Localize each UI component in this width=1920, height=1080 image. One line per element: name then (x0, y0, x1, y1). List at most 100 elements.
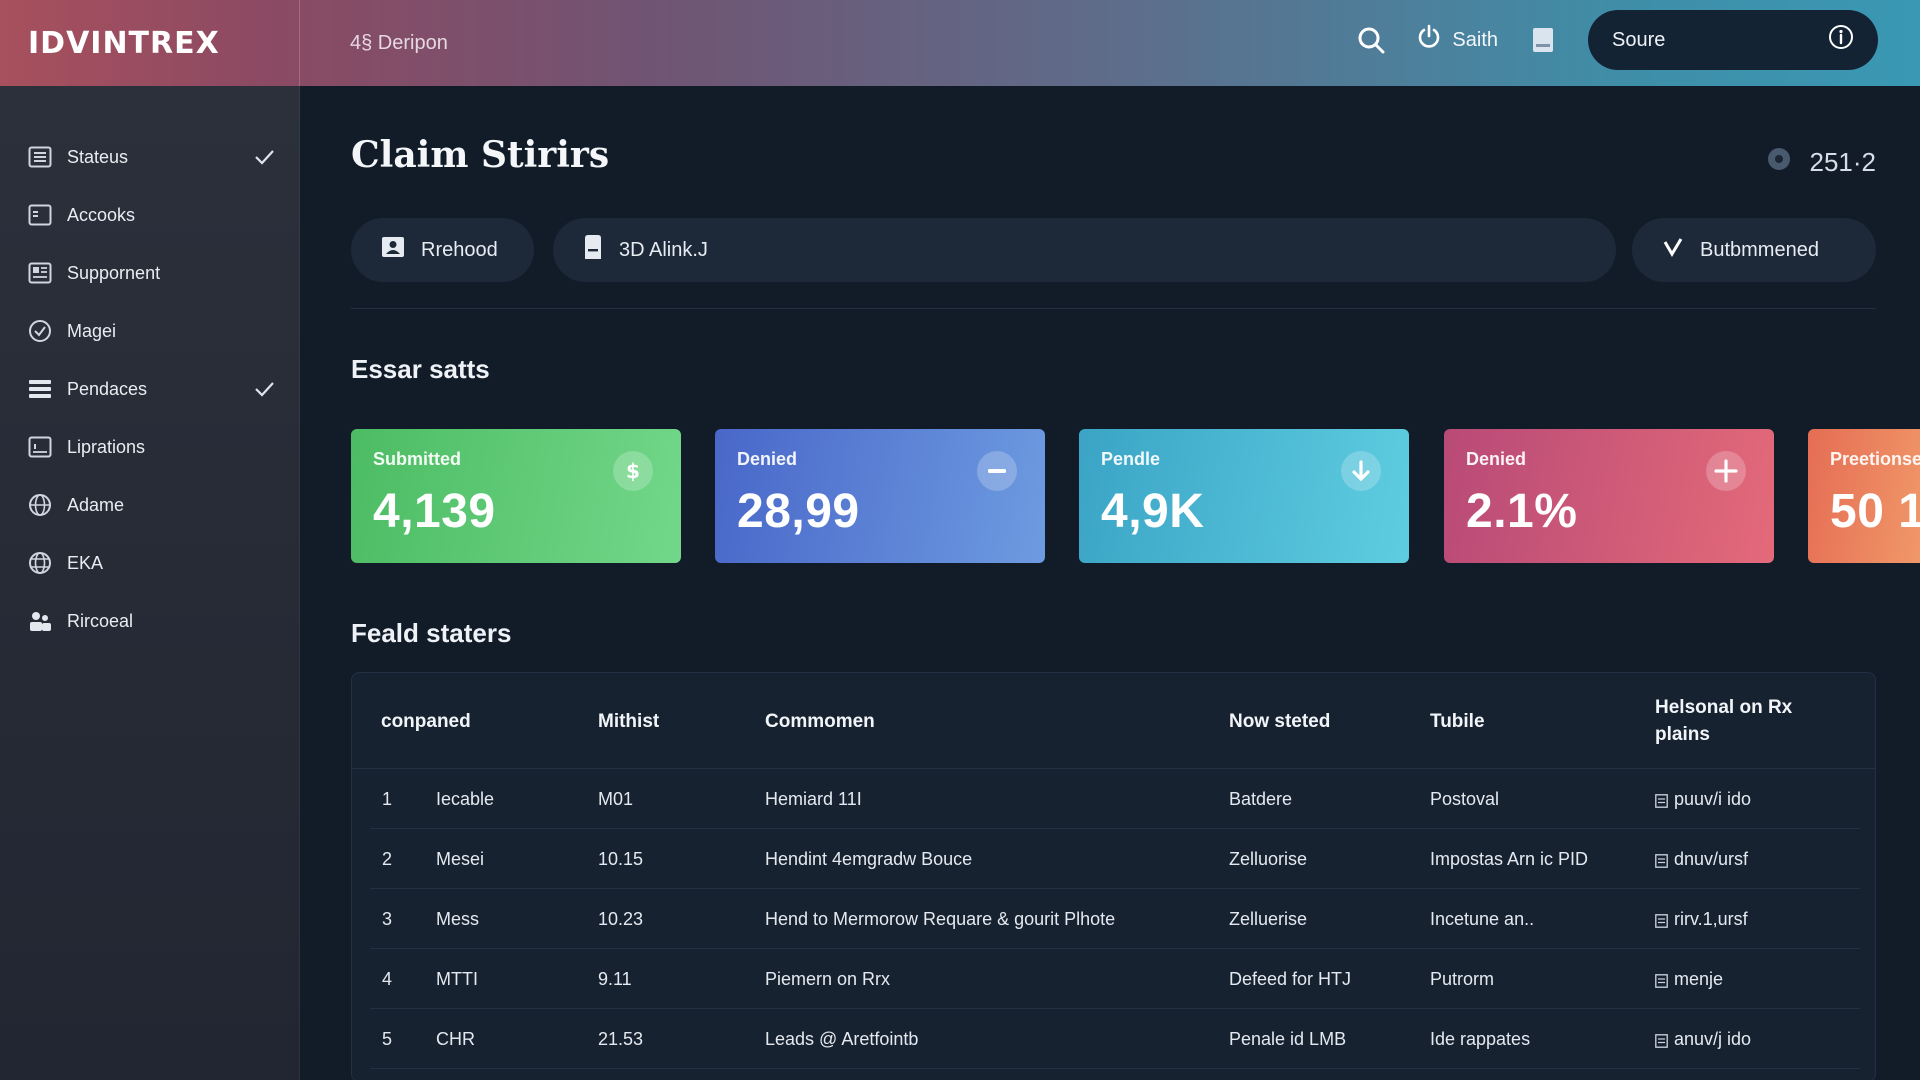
table-row[interactable]: 1 Iecable M01 Hemiard 11I Batdere Postov… (370, 769, 1860, 829)
cell-comment: Hemiard 11I (765, 788, 862, 809)
gear-icon[interactable] (1766, 146, 1792, 179)
cell-plan[interactable]: rirv.1,ursf (1655, 889, 1748, 949)
stat-card-denied[interactable]: Denied 28,99 (715, 429, 1045, 563)
table-row[interactable]: 5 CHR 21.53 Leads @ Aretfointb Penale id… (370, 1009, 1860, 1069)
row-number: 3 (382, 908, 393, 929)
power-icon (1416, 24, 1442, 56)
cell-mithist: 9.11 (598, 968, 632, 989)
table-row[interactable]: 4 MTTI 9.11 Piemern on Rrx Defeed for HT… (370, 949, 1860, 1009)
table-row[interactable]: 3 Mess 10.23 Hend to Mermorow Requare & … (370, 889, 1860, 949)
top-actions: Saith Soure (1352, 10, 1878, 70)
stat-card-pendle[interactable]: Pendle 4,9K (1079, 429, 1409, 563)
plus-icon (1706, 451, 1746, 491)
page-title: Claim Stirirs (351, 134, 610, 176)
document-icon (1655, 852, 1668, 868)
row-number: 4 (382, 968, 393, 989)
row-number: 1 (382, 788, 393, 809)
sidebar-item-suppornent[interactable]: Suppornent (0, 244, 299, 302)
newspaper-icon (27, 260, 53, 286)
info-icon[interactable] (1828, 24, 1854, 56)
cell-mithist: 10.15 (598, 848, 644, 869)
top-bar: IDVINTREX 4§ Deripon Saith Soure (0, 0, 1920, 86)
breadcrumb[interactable]: 4§ Deripon (350, 31, 448, 54)
column-header[interactable]: conpaned (381, 710, 471, 732)
cell-plan[interactable]: anuv/j ido (1655, 1009, 1751, 1069)
user-menu[interactable]: Saith (1416, 24, 1498, 56)
cell-tubile: Ide rappates (1430, 1028, 1531, 1049)
source-selector[interactable]: Soure (1588, 10, 1878, 70)
sidebar-item-label: Stateus (67, 146, 129, 167)
sidebar-item-label: Accooks (67, 204, 136, 225)
plan-text: rirv.1,ursf (1674, 908, 1748, 929)
stat-label: Denied (1466, 449, 1527, 469)
stat-value: 50 1 (1830, 485, 1920, 538)
stack-icon (27, 376, 53, 402)
alink-filter-field[interactable]: 3D Alink.J (553, 218, 1616, 282)
sidebar-item-label: Suppornent (67, 262, 161, 283)
filter-bar: Rrehood 3D Alink.J Butbmmened (351, 218, 1876, 282)
feald-section-title: Feald staters (351, 618, 512, 648)
counter-display: 251·2 (1766, 146, 1877, 179)
sidebar-item-magei[interactable]: Magei (0, 302, 299, 360)
stat-cards: Submitted 4,139 $ Denied 28,99 Pendle 4,… (351, 429, 1920, 563)
stat-value: 4,9K (1101, 485, 1205, 538)
row-number: 5 (382, 1028, 393, 1049)
stat-card-preetionse[interactable]: Preetionse 50 1 (1808, 429, 1920, 563)
cell-company: CHR (436, 1028, 475, 1049)
cell-tubile: Impostas Arn ic PID (1430, 848, 1589, 869)
table-row[interactable]: 2 Mesei 10.15 Hendint 4emgradw Bouce Zel… (370, 829, 1860, 889)
sidebar-item-label: Pendaces (67, 378, 148, 399)
column-header[interactable]: Mithist (598, 710, 660, 732)
sidebar-item-label: Rircoeal (67, 610, 134, 631)
checkmark-icon (253, 378, 275, 400)
column-header[interactable]: Helsonal on Rx plains (1655, 697, 1793, 745)
cell-mithist: M01 (598, 788, 634, 809)
column-header[interactable]: Tubile (1430, 710, 1485, 732)
cell-plan[interactable]: puuv/i ido (1655, 769, 1751, 829)
stat-value: 2.1% (1466, 485, 1578, 538)
divider (351, 308, 1876, 309)
check-circle-icon (27, 318, 53, 344)
alink-label: 3D Alink.J (619, 238, 708, 261)
document-icon (1655, 912, 1668, 928)
stat-card-denied-rate[interactable]: Denied 2.1% (1444, 429, 1774, 563)
sidebar-item-pendaces[interactable]: Pendaces (0, 360, 299, 418)
rrehood-filter-button[interactable]: Rrehood (351, 218, 534, 282)
sidebar-item-liprations[interactable]: Liprations (0, 418, 299, 476)
row-number: 2 (382, 848, 393, 869)
sidebar-item-label: Liprations (67, 436, 146, 457)
plan-text: dnuv/ursf (1674, 848, 1749, 869)
checkmark-icon (1662, 236, 1684, 264)
search-icon[interactable] (1352, 21, 1390, 59)
cell-company: MTTI (436, 968, 478, 989)
sidebar-item-eka[interactable]: EKA (0, 534, 299, 592)
document-icon (1655, 1032, 1668, 1048)
list-icon (27, 144, 53, 170)
counter-value: 251·2 (1809, 147, 1877, 177)
sidebar-item-stateus[interactable]: Stateus (0, 128, 299, 186)
cell-plan[interactable]: dnuv/ursf (1655, 829, 1748, 889)
sidebar-item-adame[interactable]: Adame (0, 476, 299, 534)
cell-comment: Hendint 4emgradw Bouce (765, 848, 973, 869)
cell-status: Penale id LMB (1229, 1028, 1347, 1049)
stat-value: 28,99 (737, 485, 860, 538)
cell-comment: Piemern on Rrx (765, 968, 891, 989)
column-header[interactable]: Now steted (1229, 710, 1331, 732)
document-icon[interactable] (1524, 21, 1562, 59)
sidebar-item-rircoeal[interactable]: Rircoeal (0, 592, 299, 650)
cell-company: Iecable (436, 788, 495, 809)
cell-plan[interactable]: menje (1655, 949, 1723, 1009)
sidebar-item-accooks[interactable]: Accooks (0, 186, 299, 244)
plan-text: menje (1674, 968, 1724, 989)
butbmmened-filter-button[interactable]: Butbmmened (1632, 218, 1876, 282)
brand-logo[interactable]: IDVINTREX (0, 0, 300, 86)
stat-card-submitted[interactable]: Submitted 4,139 $ (351, 429, 681, 563)
cell-company: Mess (436, 908, 480, 929)
document-icon (1655, 972, 1668, 988)
document-icon (1655, 792, 1668, 808)
cell-company: Mesei (436, 848, 485, 869)
column-header[interactable]: Commomen (765, 710, 875, 732)
people-icon (27, 608, 53, 634)
cell-tubile: Postoval (1430, 788, 1500, 809)
sidebar-item-label: EKA (67, 552, 104, 573)
